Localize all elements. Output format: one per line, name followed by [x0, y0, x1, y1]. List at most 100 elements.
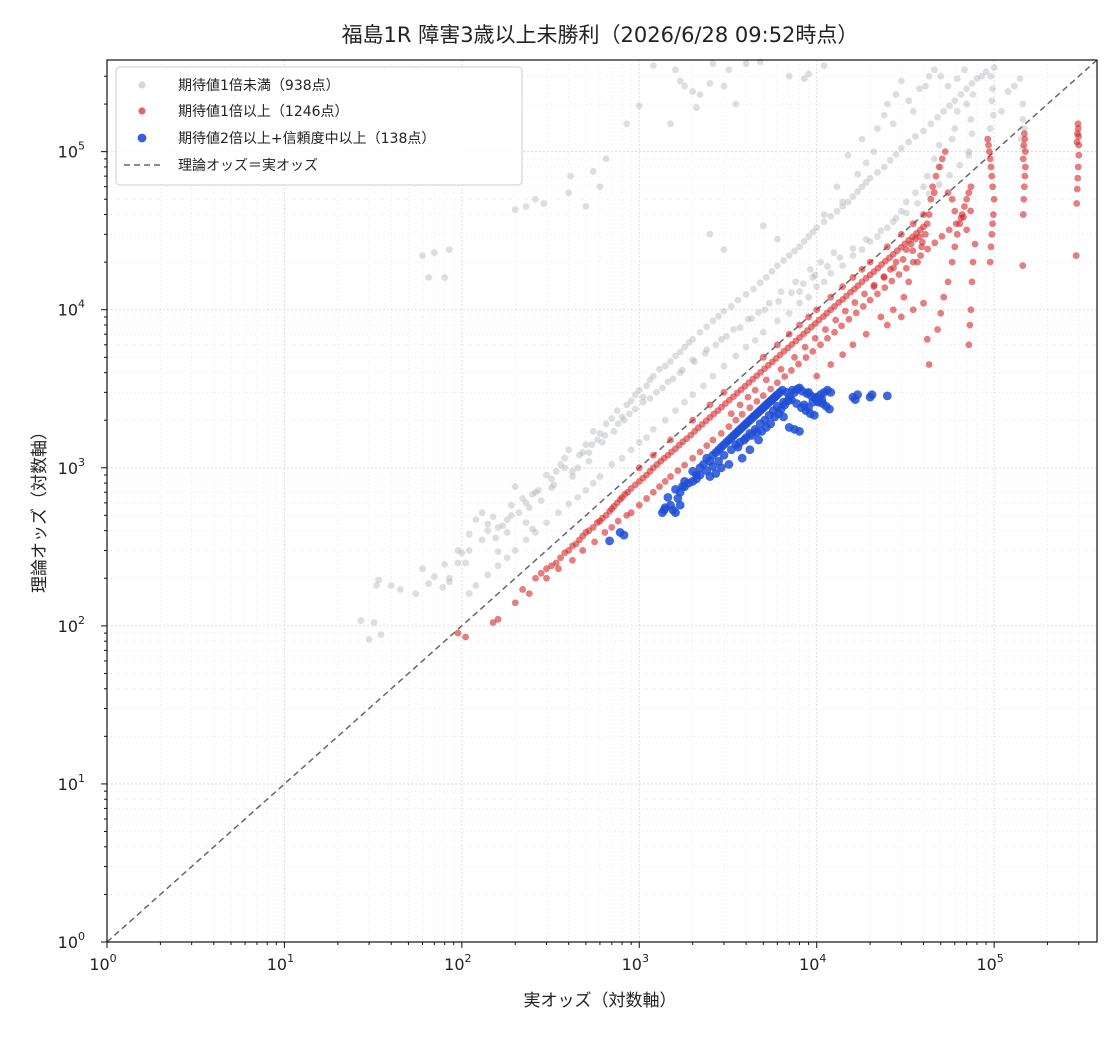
point-below-1x — [844, 151, 852, 159]
point-below-1x — [712, 341, 720, 349]
point-below-1x — [365, 636, 373, 643]
point-above-1x — [569, 556, 576, 564]
point-above-1x — [874, 290, 881, 298]
point-above-1x — [489, 619, 497, 626]
point-below-1x — [357, 617, 365, 624]
point-below-1x — [419, 252, 426, 259]
point-below-1x — [689, 391, 697, 399]
point-below-1x — [656, 365, 663, 373]
point-above-1x — [967, 207, 975, 215]
point-above-2x-confident — [826, 387, 836, 397]
point-above-2x-confident — [882, 391, 892, 401]
point-below-1x — [425, 274, 433, 281]
point-above-1x — [767, 385, 775, 393]
point-below-1x — [969, 91, 977, 98]
point-below-1x — [777, 288, 785, 296]
point-above-1x — [839, 283, 847, 291]
point-above-1x — [706, 401, 714, 409]
point-above-1x — [870, 281, 878, 289]
point-below-1x — [439, 584, 447, 591]
point-below-1x — [912, 132, 919, 140]
point-below-1x — [582, 441, 590, 449]
point-below-1x — [751, 336, 759, 344]
x-tick-label: 101 — [267, 952, 294, 974]
point-below-1x — [441, 560, 449, 568]
point-below-1x — [639, 398, 647, 406]
point-below-1x — [720, 307, 728, 315]
point-below-1x — [796, 299, 803, 307]
point-above-2x-confident — [754, 435, 763, 445]
point-below-1x — [679, 366, 686, 374]
point-below-1x — [554, 509, 562, 517]
point-below-1x — [499, 522, 507, 530]
point-below-1x — [649, 62, 657, 70]
point-below-1x — [805, 233, 812, 241]
point-below-1x — [522, 519, 530, 527]
point-below-1x — [561, 464, 569, 472]
point-below-1x — [550, 481, 558, 489]
point-above-2x-confident — [680, 482, 689, 492]
point-above-1x — [918, 238, 926, 246]
point-below-1x — [635, 386, 643, 394]
point-below-1x — [552, 467, 560, 475]
point-above-1x — [773, 341, 781, 349]
point-above-1x — [987, 163, 995, 171]
point-below-1x — [696, 328, 704, 336]
point-below-1x — [548, 475, 555, 483]
y-tick-exponent: 2 — [78, 614, 85, 627]
reference-line — [106, 59, 1098, 943]
point-below-1x — [576, 451, 583, 459]
point-above-1x — [940, 293, 948, 301]
point-above-1x — [656, 483, 663, 491]
point-below-1x — [685, 339, 693, 346]
point-above-1x — [927, 195, 935, 203]
point-above-1x — [858, 265, 866, 273]
point-below-1x — [703, 323, 711, 331]
point-below-1x — [627, 397, 635, 405]
point-above-1x — [859, 302, 867, 310]
point-below-1x — [780, 257, 787, 264]
point-above-1x — [965, 341, 973, 349]
point-above-1x — [961, 203, 968, 210]
point-below-1x — [925, 190, 933, 198]
point-above-1x — [813, 372, 821, 380]
point-below-1x — [862, 178, 870, 186]
legend-marker-above-2x — [137, 133, 147, 143]
point-below-1x — [579, 449, 587, 456]
point-above-1x — [902, 246, 910, 254]
point-below-1x — [874, 233, 881, 241]
point-above-1x — [543, 565, 550, 573]
point-below-1x — [649, 425, 657, 433]
point-below-1x — [968, 80, 976, 87]
point-below-1x — [589, 479, 597, 487]
point-above-1x — [689, 416, 697, 424]
x-tick-exponent: 5 — [997, 952, 1004, 965]
point-above-1x — [591, 538, 599, 546]
point-below-1x — [441, 274, 449, 281]
x-tick-exponent: 3 — [642, 952, 649, 965]
point-below-1x — [988, 97, 996, 105]
point-above-1x — [985, 141, 992, 149]
x-tick-label: 105 — [976, 952, 1003, 974]
point-below-1x — [742, 290, 750, 298]
point-above-1x — [953, 230, 961, 238]
point-below-1x — [849, 252, 857, 259]
point-above-2x-confident — [671, 508, 680, 518]
point-above-1x — [914, 258, 921, 266]
point-below-1x — [750, 285, 757, 293]
point-above-1x — [965, 189, 973, 197]
point-above-2x-confident — [695, 470, 705, 480]
point-above-1x — [1074, 120, 1082, 128]
point-below-1x — [773, 262, 781, 270]
point-above-1x — [986, 258, 994, 266]
point-below-1x — [664, 378, 672, 386]
point-below-1x — [736, 324, 744, 332]
point-above-1x — [635, 464, 643, 472]
point-below-1x — [720, 82, 728, 90]
point-below-1x — [830, 249, 838, 256]
point-below-1x — [494, 523, 502, 531]
point-below-1x — [689, 88, 697, 95]
point-above-1x — [948, 195, 956, 203]
point-above-1x — [1073, 185, 1081, 193]
